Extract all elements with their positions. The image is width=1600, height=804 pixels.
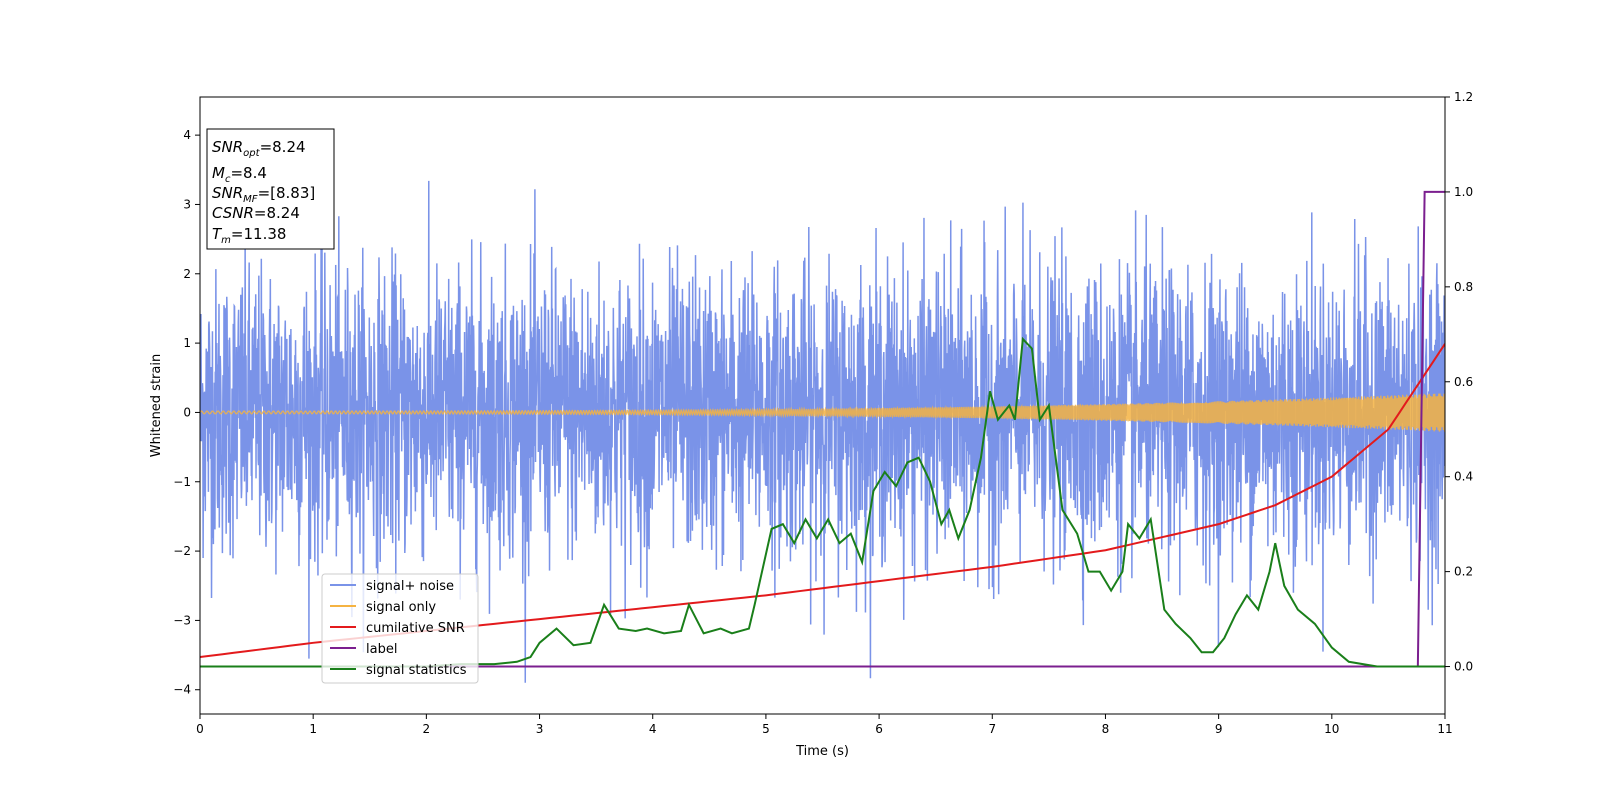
y-tick-label: 1: [183, 336, 191, 350]
y2-tick-label: 1.2: [1454, 90, 1473, 104]
annotation-tm: Tm=11.38: [212, 225, 286, 246]
axes: 0 1 2 3 4 5 6 7 8 9 10 11 −4 −3 −2 −1 0 1 2 3 4 0.0 0.2 0.4 0.6 0…: [149, 90, 1473, 759]
x-tick-label: 3: [536, 722, 544, 736]
y2-tick-label: 0.6: [1454, 375, 1473, 389]
y-tick-label: 0: [183, 405, 191, 419]
legend-entry: signal statistics: [366, 663, 467, 678]
y-tick-label: −2: [173, 544, 191, 558]
y-axis-label: Whitened strain: [149, 354, 164, 457]
annotation-symbol: T: [212, 225, 223, 243]
x-tick-label: 11: [1437, 722, 1452, 736]
y-tick-label: 4: [183, 128, 191, 142]
annotation-symbol: SNR: [212, 138, 243, 156]
x-axis-label: Time (s): [795, 744, 849, 759]
y-tick-label: −1: [173, 475, 191, 489]
y-tick-label: −3: [173, 613, 191, 627]
y-tick-label: 2: [183, 267, 191, 281]
y2-tick-label: 0.8: [1454, 280, 1473, 294]
x-tick-label: 9: [1215, 722, 1223, 736]
plot-frame: [199, 96, 1446, 715]
annotation-symbol: CSNR: [212, 204, 254, 222]
annotation-subscript: m: [221, 235, 231, 246]
x-tick-label: 7: [988, 722, 996, 736]
annotation-value: =8.24: [254, 204, 300, 222]
y-tick-label: 3: [183, 197, 191, 211]
annotation-value: =8.4: [230, 164, 266, 182]
x-tick-label: 5: [762, 722, 770, 736]
legend-frame: [321, 573, 479, 684]
annotation-snr-opt: SNRopt=8.24: [212, 138, 306, 159]
series-line-signal-statistics: [200, 336, 1445, 668]
legend-entry: signal+ noise: [366, 579, 454, 594]
series-line-label: [200, 190, 1445, 668]
y-tick-label: −4: [173, 683, 191, 697]
annotation-mc: Mc=8.4: [212, 164, 267, 185]
annotation-value: =8.24: [260, 138, 306, 156]
annotation-snr-mf: SNRMF=[8.83]: [212, 184, 315, 205]
series-line-signal-only: [200, 393, 1445, 432]
x-tick-label: 10: [1324, 722, 1339, 736]
y2-tick-label: 0.4: [1454, 470, 1473, 484]
annotation-symbol: M: [212, 164, 225, 182]
annotation-csnr: CSNR=8.24: [212, 204, 300, 222]
annotation-frame: [206, 128, 335, 250]
y2-tick-label: 0.2: [1454, 565, 1473, 579]
legend-entry: label: [366, 642, 397, 657]
annotation-subscript: c: [225, 174, 231, 185]
metrics-annotation-box: SNRopt=8.24Mc=8.4SNRMF=[8.83]CSNR=8.24Tm…: [206, 128, 335, 250]
x-tick-label: 0: [196, 722, 204, 736]
x-tick-label: 6: [875, 722, 883, 736]
x-tick-label: 8: [1102, 722, 1110, 736]
annotation-value: =11.38: [231, 225, 287, 243]
x-tick-label: 2: [423, 722, 431, 736]
y2-tick-label: 0.0: [1454, 660, 1473, 674]
y2-tick-label: 1.0: [1454, 185, 1473, 199]
annotation-subscript: opt: [243, 148, 260, 159]
annotation-symbol: SNR: [212, 184, 243, 202]
annotation-value: =[8.83]: [258, 184, 316, 202]
x-tick-label: 4: [649, 722, 657, 736]
legend-entry: signal only: [366, 600, 436, 615]
x-tick-label: 1: [309, 722, 317, 736]
annotation-subscript: MF: [243, 194, 258, 205]
legend-entry: cumilative SNR: [366, 621, 465, 636]
legend: signal+ noise signal only cumilative SNR la…: [321, 573, 479, 684]
